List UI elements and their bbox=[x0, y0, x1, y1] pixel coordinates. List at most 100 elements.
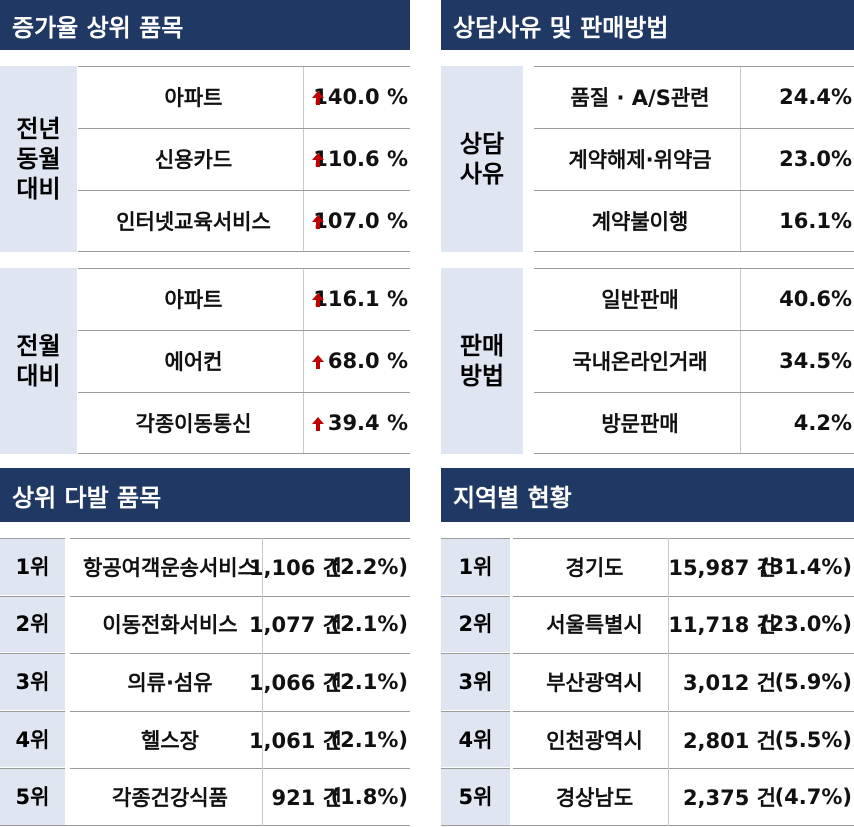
item: 일반판매 bbox=[601, 288, 679, 312]
item: 에어컨 bbox=[164, 350, 223, 374]
rank-cell: 1위 bbox=[0, 538, 65, 595]
rank-cell: 5위 bbox=[0, 768, 65, 825]
item: 경상남도 bbox=[555, 786, 634, 811]
item: 신용카드 bbox=[154, 148, 233, 172]
count: 1,106 건 bbox=[248, 555, 342, 580]
item: 경기도 bbox=[565, 555, 624, 580]
group-label-line: 동월 bbox=[16, 145, 61, 173]
column-line bbox=[262, 538, 263, 826]
group-label-line: 대비 bbox=[16, 175, 61, 203]
row-line bbox=[78, 330, 410, 331]
item: 국내온라인거래 bbox=[572, 350, 708, 374]
item: 인터넷교육서비스 bbox=[116, 210, 271, 234]
count: 2,375 건 bbox=[682, 786, 776, 811]
count: 1,066 건 bbox=[248, 670, 342, 695]
row-line bbox=[534, 128, 854, 129]
value: 24.4% bbox=[779, 85, 852, 109]
column-line bbox=[740, 268, 741, 454]
row-line bbox=[534, 392, 854, 393]
row-line bbox=[70, 653, 410, 655]
share: (5.5%) bbox=[774, 727, 852, 752]
value: 110.6 % bbox=[313, 147, 408, 171]
row-line bbox=[534, 453, 854, 454]
rank-cell: 4위 bbox=[0, 710, 65, 768]
value: 40.6% bbox=[779, 287, 852, 311]
count: 15,987 건 bbox=[668, 555, 776, 580]
panel-header: 지역별 현황 bbox=[441, 468, 854, 522]
row-line bbox=[534, 268, 854, 269]
up-arrow bbox=[312, 417, 324, 431]
group-label-line: 판매 bbox=[459, 332, 505, 360]
column-line bbox=[740, 66, 741, 252]
row-line bbox=[534, 190, 854, 191]
group-label-line: 방법 bbox=[459, 362, 505, 390]
item: 아파트 bbox=[164, 86, 223, 110]
group-label-line: 사유 bbox=[459, 160, 505, 188]
value: 140.0 % bbox=[313, 85, 408, 109]
panel-header: 상담사유 및 판매방법 bbox=[441, 0, 854, 50]
group-label-line: 전월 bbox=[16, 332, 61, 360]
item: 계약불이행 bbox=[591, 210, 689, 234]
share: (1.8%) bbox=[330, 785, 408, 810]
row-line bbox=[78, 190, 410, 191]
up-arrow bbox=[312, 293, 324, 307]
share: (2.2%) bbox=[330, 554, 408, 579]
row-line bbox=[513, 710, 854, 712]
panel-header: 증가율 상위 품목 bbox=[0, 0, 410, 50]
value: 4.2% bbox=[793, 411, 852, 435]
value: 116.1 % bbox=[313, 287, 408, 311]
value: 23.0% bbox=[779, 147, 852, 171]
group-label: 상담 사유 bbox=[441, 66, 523, 252]
share: (2.1%) bbox=[330, 727, 408, 752]
item: 항공여객운송서비스 bbox=[83, 555, 257, 580]
item: 품질 · A/S관련 bbox=[570, 86, 710, 110]
item: 인천광역시 bbox=[546, 728, 643, 753]
count: 11,718 건 bbox=[668, 613, 776, 638]
row-line bbox=[70, 768, 410, 770]
item: 계약해제·위약금 bbox=[568, 148, 712, 172]
share: (31.4%) bbox=[759, 554, 852, 579]
column-line bbox=[303, 268, 304, 454]
item: 이동전화서비스 bbox=[102, 613, 238, 638]
value: 107.0 % bbox=[313, 209, 408, 233]
group-label-line: 대비 bbox=[16, 362, 61, 390]
row-line bbox=[441, 825, 854, 826]
row-line bbox=[513, 595, 854, 597]
row-line bbox=[513, 653, 854, 655]
item: 각종건강식품 bbox=[112, 786, 228, 811]
count: 1,077 건 bbox=[248, 613, 342, 638]
row-line bbox=[70, 710, 410, 712]
value: 16.1% bbox=[779, 209, 852, 233]
up-arrow bbox=[312, 215, 324, 229]
row-line bbox=[78, 66, 410, 67]
group-label: 전년 동월 대비 bbox=[0, 66, 77, 252]
row-line bbox=[513, 538, 854, 539]
rank-cell: 1위 bbox=[441, 538, 510, 595]
count: 1,061 건 bbox=[248, 728, 342, 753]
count: 921 건 bbox=[271, 786, 342, 811]
rank-cell: 3위 bbox=[0, 653, 65, 710]
rank-cell: 2위 bbox=[441, 595, 510, 653]
row-line bbox=[78, 128, 410, 129]
value: 34.5% bbox=[779, 349, 852, 373]
rank-cell: 2위 bbox=[0, 595, 65, 653]
share: (2.1%) bbox=[330, 669, 408, 694]
row-line bbox=[78, 392, 410, 393]
share: (5.9%) bbox=[774, 669, 852, 694]
up-arrow bbox=[312, 153, 324, 167]
group-label: 판매 방법 bbox=[441, 268, 523, 454]
row-line bbox=[513, 768, 854, 770]
count: 2,801 건 bbox=[682, 728, 776, 753]
row-line bbox=[70, 595, 410, 597]
up-arrow bbox=[312, 91, 324, 105]
item: 서울특별시 bbox=[546, 613, 643, 638]
row-line bbox=[78, 453, 410, 454]
count: 3,012 건 bbox=[682, 670, 776, 695]
group-label-line: 전년 bbox=[16, 115, 61, 143]
rank-cell: 3위 bbox=[441, 653, 510, 710]
item: 각종이동통신 bbox=[135, 412, 252, 436]
row-line bbox=[78, 268, 410, 269]
row-line bbox=[70, 538, 410, 539]
item: 방문판매 bbox=[601, 412, 679, 436]
